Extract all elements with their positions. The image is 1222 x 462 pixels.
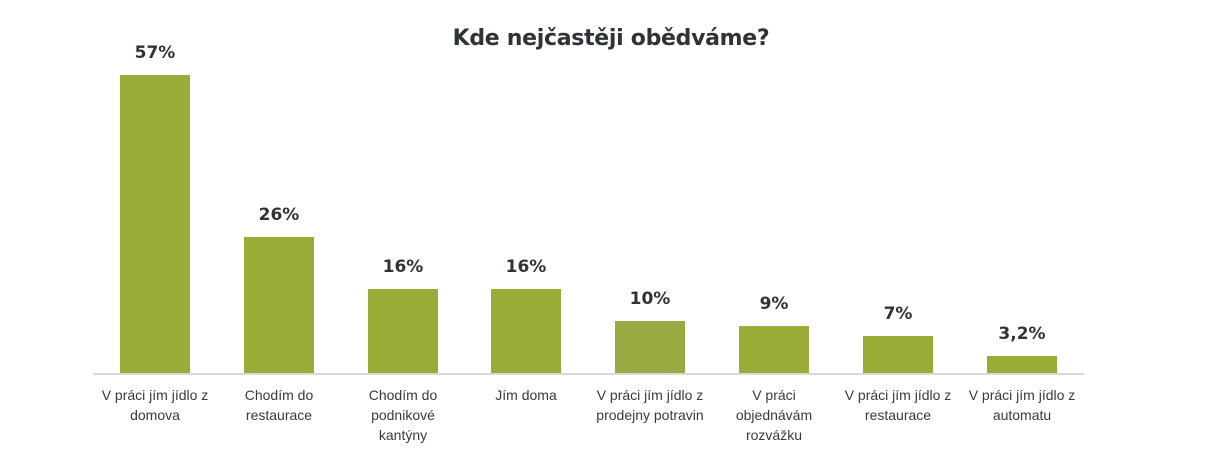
x-axis-category-label: Jím doma <box>464 385 588 405</box>
data-label: 16% <box>505 257 547 277</box>
bar <box>739 326 809 373</box>
category-label-line: V práci <box>752 387 796 403</box>
chart-title: Kde nejčastěji obědváme? <box>452 26 770 51</box>
bar <box>987 356 1057 373</box>
data-label: 57% <box>134 43 176 63</box>
x-axis-category-label: V práci jím jídlo z prodejny potravin <box>588 385 712 425</box>
data-label: 7% <box>883 304 913 324</box>
data-label: 3,2% <box>998 324 1046 344</box>
x-axis-line <box>93 373 1084 375</box>
data-label: 10% <box>629 289 671 309</box>
x-axis-category-label: V práci jím jídlo z automatu <box>960 385 1084 425</box>
data-label: 26% <box>258 205 300 225</box>
category-label-line: Jím doma <box>495 387 557 403</box>
category-label-line: V práci jím jídlo z <box>968 387 1076 403</box>
category-label-line: V práci jím jídlo z <box>844 387 952 403</box>
category-label-line: restaurace <box>245 407 313 423</box>
x-axis-category-label: V práci jím jídlo z domova <box>93 385 217 425</box>
category-label-line: podnikové <box>371 407 435 423</box>
data-label: 16% <box>382 257 424 277</box>
data-label: 9% <box>759 294 789 314</box>
category-label-line: V práci jím jídlo z <box>101 387 209 403</box>
category-label-line: V práci jím jídlo z <box>596 387 704 403</box>
category-label-line: kantýny <box>378 427 428 443</box>
bar <box>368 289 438 373</box>
category-label-line: prodejny potravin <box>596 407 704 423</box>
category-label-line: Chodím do <box>244 387 314 403</box>
x-axis-category-label: V práci jím jídlo z restaurace <box>836 385 960 425</box>
x-axis-category-label: Chodím do podnikové kantýny <box>341 385 465 445</box>
x-axis-category-label: Chodím do restaurace <box>217 385 341 425</box>
category-label-line: rozvážku <box>745 427 803 443</box>
bar <box>120 75 190 373</box>
category-label-line: domova <box>130 407 180 423</box>
bar <box>491 289 561 373</box>
bar <box>863 336 933 373</box>
category-label-line: automatu <box>992 407 1052 423</box>
category-label-line: Chodím do <box>368 387 438 403</box>
bar <box>244 237 314 373</box>
category-label-line: objednávám <box>735 407 813 423</box>
x-axis-category-label: V práci objednávám rozvážku <box>712 385 836 445</box>
category-label-line: restaurace <box>864 407 932 423</box>
bar <box>615 321 685 373</box>
